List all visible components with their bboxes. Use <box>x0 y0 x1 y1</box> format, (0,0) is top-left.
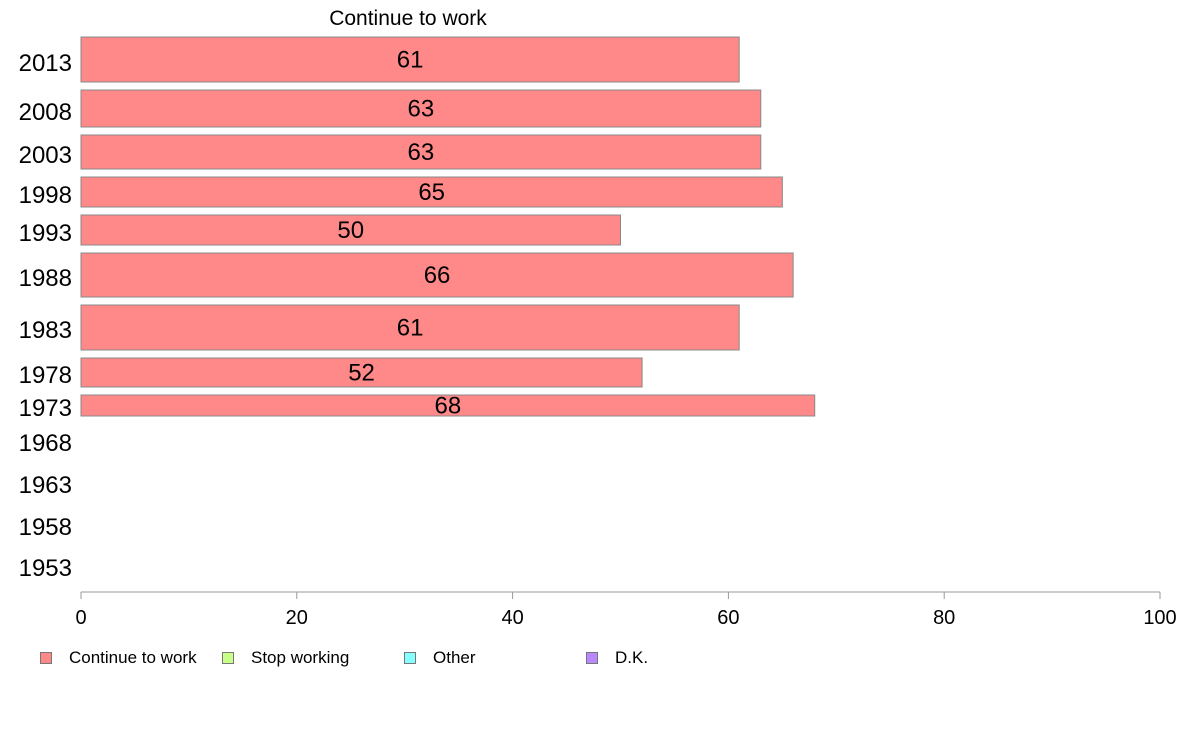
data-label-1993: 50 <box>337 217 364 244</box>
bar-2008 <box>80 89 762 128</box>
data-label-1998: 65 <box>418 179 445 206</box>
legend: Continue to work Stop working Other D.K. <box>40 648 740 668</box>
data-label-1983: 61 <box>397 315 424 342</box>
bar-2003 <box>80 134 762 170</box>
y-tick-label-2008: 2008 <box>19 99 72 126</box>
y-tick-label-1988: 1988 <box>19 265 72 292</box>
legend-swatch-other <box>404 652 416 664</box>
legend-label-dk: D.K. <box>615 648 649 667</box>
data-label-2013: 61 <box>397 47 424 74</box>
legend-label-continue-to-work: Continue to work <box>69 648 197 667</box>
y-tick-label-2013: 2013 <box>19 50 72 77</box>
y-tick-label-1978: 1978 <box>19 362 72 389</box>
bar-2013 <box>80 36 740 83</box>
y-tick-label-1963: 1963 <box>19 472 72 499</box>
x-tick-label-80: 80 <box>933 607 955 629</box>
legend-item-stop-working: Stop working <box>222 648 349 668</box>
legend-swatch-stop-working <box>222 652 234 664</box>
data-label-1978: 52 <box>348 360 375 387</box>
bar-1973 <box>80 394 816 417</box>
y-tick-label-2003: 2003 <box>19 142 72 169</box>
data-label-1973: 68 <box>435 393 462 420</box>
y-tick-label-1968: 1968 <box>19 430 72 457</box>
legend-item-continue-to-work: Continue to work <box>40 648 197 668</box>
y-tick-label-1993: 1993 <box>19 220 72 247</box>
y-tick-label-1973: 1973 <box>19 395 72 422</box>
data-label-1988: 66 <box>424 262 451 289</box>
legend-item-dk: D.K. <box>586 648 648 668</box>
bar-1993 <box>80 214 621 246</box>
legend-swatch-continue-to-work <box>40 652 52 664</box>
data-label-2003: 63 <box>408 139 435 166</box>
legend-label-stop-working: Stop working <box>251 648 350 667</box>
legend-label-other: Other <box>433 648 476 667</box>
bar-1988 <box>80 252 794 298</box>
x-tick-label-100: 100 <box>1143 607 1176 629</box>
data-label-2008: 63 <box>408 96 435 123</box>
bar-1978 <box>80 357 643 388</box>
legend-item-other: Other <box>404 648 476 668</box>
y-tick-label-1953: 1953 <box>19 555 72 582</box>
y-tick-label-1983: 1983 <box>19 317 72 344</box>
x-tick-label-20: 20 <box>286 607 308 629</box>
legend-swatch-dk <box>586 652 598 664</box>
bar-1998 <box>80 176 783 208</box>
x-tick-label-40: 40 <box>501 607 523 629</box>
y-tick-label-1998: 1998 <box>19 182 72 209</box>
bar-1983 <box>80 304 740 351</box>
x-tick-label-60: 60 <box>717 607 739 629</box>
y-tick-label-1958: 1958 <box>19 514 72 541</box>
chart-title: Continue to work <box>329 7 487 30</box>
x-tick-label-0: 0 <box>75 607 86 629</box>
